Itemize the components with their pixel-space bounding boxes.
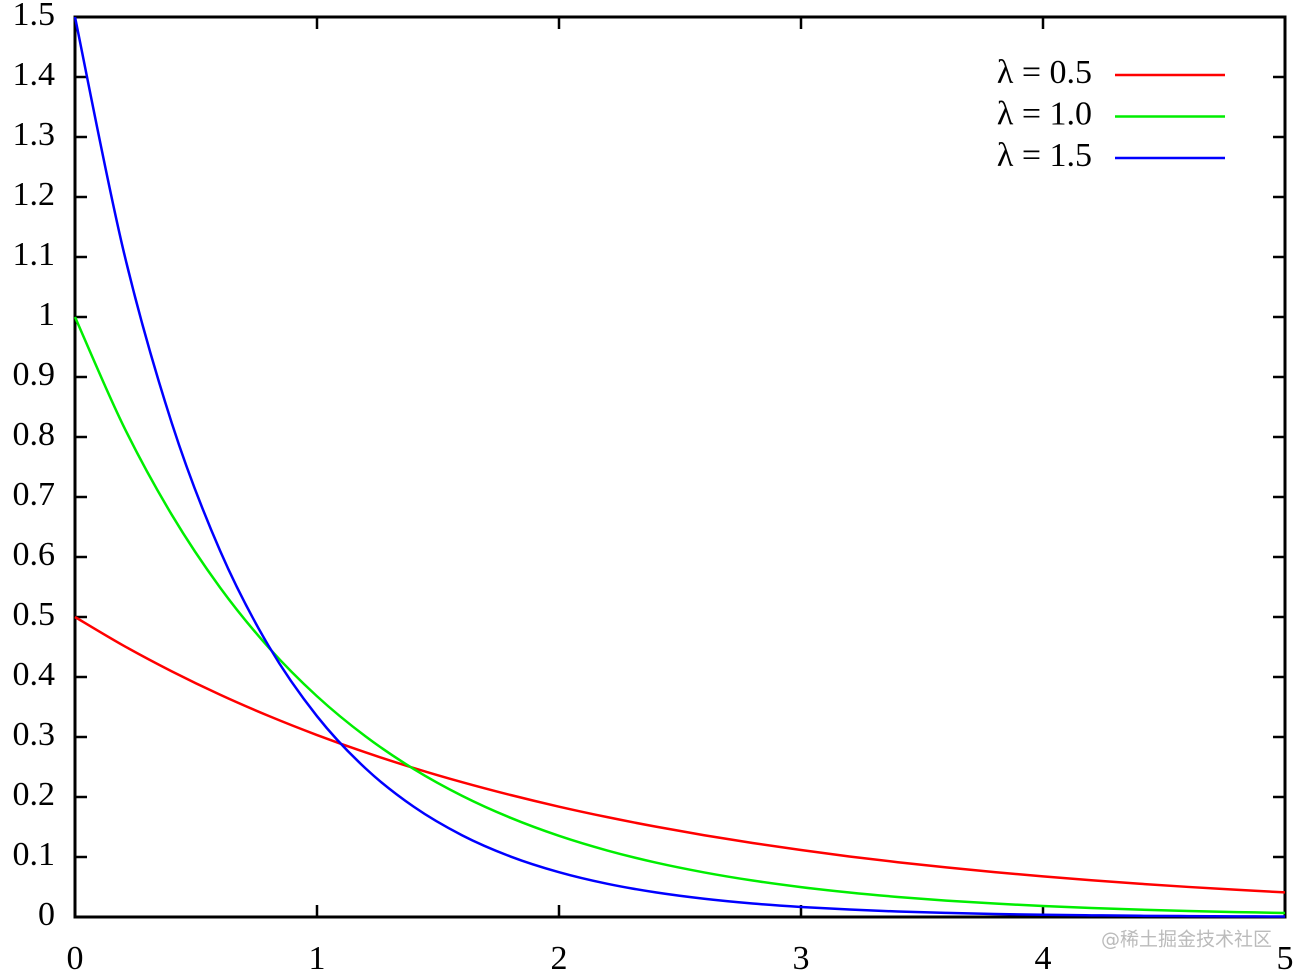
legend-label: λ = 1.5 [997, 137, 1092, 174]
y-tick-label: 1.1 [13, 236, 56, 273]
y-tick-label: 0.5 [13, 596, 56, 633]
x-tick-label: 1 [309, 940, 326, 975]
y-tick-label: 0.3 [13, 716, 56, 753]
series-line [73, 16, 1286, 918]
plot-frame [73, 15, 1287, 919]
x-tick-label: 0 [67, 940, 84, 975]
y-tick-label: 0.1 [13, 836, 56, 873]
y-tick-label: 1.5 [13, 0, 56, 33]
y-tick-label: 1.4 [13, 56, 56, 93]
legend-label: λ = 1.0 [997, 95, 1092, 132]
y-tick-label: 0.6 [13, 536, 56, 573]
y-tick-label: 0.2 [13, 776, 56, 813]
series-line [74, 615, 1286, 894]
y-tick-label: 0.9 [13, 356, 56, 393]
y-tick-label: 0.8 [13, 416, 56, 453]
watermark: @稀土掘金技术社区 [1101, 929, 1272, 951]
x-tick-label: 2 [551, 940, 568, 975]
y-tick-label: 1.3 [13, 116, 56, 153]
y-tick-label: 0.7 [13, 476, 56, 513]
legend-label: λ = 0.5 [997, 54, 1092, 91]
y-tick-label: 1 [38, 296, 55, 333]
y-tick-label: 0.4 [13, 656, 56, 693]
y-tick-label: 0 [38, 896, 55, 933]
x-tick-label: 3 [793, 940, 810, 975]
x-tick-label: 5 [1277, 940, 1294, 975]
y-tick-label: 1.2 [13, 176, 56, 213]
x-tick-label: 4 [1035, 940, 1052, 975]
series-line [73, 316, 1286, 915]
